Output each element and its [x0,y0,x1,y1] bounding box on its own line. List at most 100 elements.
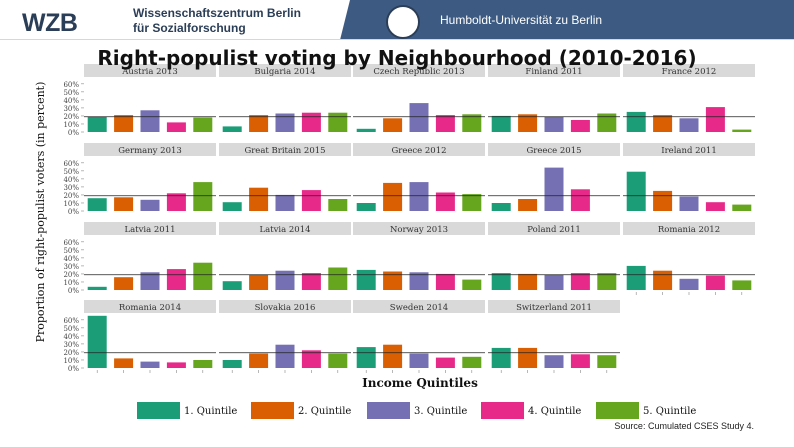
bar [275,270,295,290]
y-tick-label: 10% [63,200,79,208]
bar [249,115,269,132]
bar [140,110,160,132]
y-tick-label: 20% [63,192,79,200]
legend-label: 4. Quintile [528,406,581,417]
bar [653,190,673,211]
bar [166,269,186,290]
bar [570,273,590,290]
source-note: Source: Cumulated CSES Study 4. [614,421,754,431]
facet-strip [84,143,216,156]
bar [87,198,107,211]
facet-strip [488,300,620,313]
y-axis-label: Proportion of right-populist voters (in … [34,82,47,343]
bar [518,273,538,290]
y-tick-label: 40% [63,176,79,184]
bar [518,199,538,211]
facet-label: Latvia 2011 [124,225,175,235]
bar [193,117,213,132]
y-tick-label: 0% [68,208,79,216]
facet-strip [353,300,485,313]
y-tick-label: 50% [63,247,79,255]
bar [544,355,564,368]
y-tick-label: 20% [63,271,79,279]
bar [597,113,617,132]
wzb-logo: WZB [22,9,78,37]
y-tick-label: 40% [63,97,79,105]
bar [435,357,455,368]
facet-label: Ireland 2011 [661,146,717,156]
bar [222,360,242,368]
bar [409,182,429,211]
facet-strip [623,64,755,77]
legend-label: 1. Quintile [184,406,237,417]
bar [732,204,752,211]
bar [462,194,482,211]
facet-strip [84,222,216,235]
facet-strip [219,143,351,156]
legend-swatch [251,402,294,419]
facet-label: Romania 2014 [119,303,181,313]
bar [301,350,321,368]
bar [462,279,482,290]
bar [140,199,160,211]
facet-strip [219,300,351,313]
bar [491,203,511,211]
bar [705,202,725,211]
y-tick-label: 0% [68,365,79,373]
y-tick-label: 20% [63,349,79,357]
bar [409,103,429,132]
y-tick-label: 0% [68,129,79,137]
y-tick-label: 20% [63,113,79,121]
y-tick-label: 60% [63,81,79,89]
facet-strip [488,222,620,235]
facet-label: Germany 2013 [118,146,182,156]
university-seal-icon [386,5,420,39]
bar [679,118,699,132]
facet-label: Slovakia 2016 [255,303,316,313]
chart-title: Right-populist voting by Neighbourhood (… [97,46,697,70]
bar [435,115,455,132]
y-tick-label: 10% [63,121,79,129]
y-tick-label: 40% [63,255,79,263]
facet-strip [353,143,485,156]
legend-label: 2. Quintile [298,406,351,417]
facet-label: Sweden 2014 [390,303,448,313]
bar [114,277,134,290]
facet-strip [353,222,485,235]
facet-strip [488,143,620,156]
legend-label: 3. Quintile [414,406,467,417]
bar [356,269,376,290]
bar [570,120,590,132]
bar [87,286,107,290]
bar [570,354,590,368]
y-tick-label: 30% [63,341,79,349]
y-tick-label: 60% [63,317,79,325]
bar [544,116,564,132]
facet-label: Czech Republic 2013 [373,67,464,77]
y-tick-label: 50% [63,325,79,333]
bar [222,281,242,290]
bar [356,128,376,132]
bar [328,199,348,211]
bar [653,270,673,290]
bar [518,114,538,132]
bar [193,360,213,368]
y-tick-label: 50% [63,89,79,97]
bar [114,197,134,211]
bar [222,126,242,132]
facet-label: Switzerland 2011 [516,303,592,313]
bar [166,362,186,368]
y-tick-label: 40% [63,333,79,341]
y-tick-label: 10% [63,357,79,365]
page-header: WZB Wissenschaftszentrum Berlin für Sozi… [0,0,794,40]
facet-strip [84,64,216,77]
bar [114,115,134,132]
bar [544,274,564,290]
facet-label: Austria 2013 [121,67,178,77]
bar [328,267,348,290]
facet-label: Finland 2011 [525,67,582,77]
bar [383,182,403,211]
bar [626,265,646,290]
bar [705,275,725,290]
bar [679,196,699,211]
